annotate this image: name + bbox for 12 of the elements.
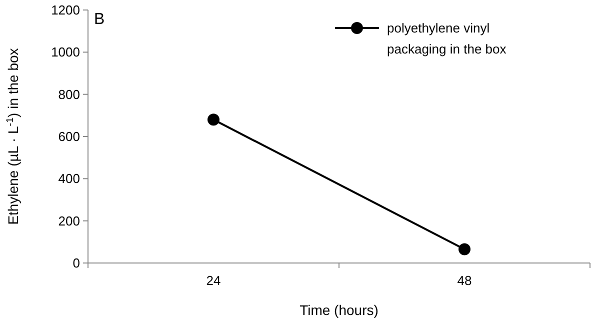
y-tick-label: 1200	[51, 2, 80, 18]
y-tick-label: 1000	[51, 44, 80, 60]
annotation: B	[94, 11, 105, 28]
y-tick-label: 400	[58, 171, 80, 186]
y-tick-label: 200	[58, 213, 80, 228]
x-axis-title: Time (hours)	[300, 302, 378, 318]
y-tick-label: 800	[58, 86, 80, 102]
legend-label: polyethylene vinyl packaging in the box	[387, 20, 507, 56]
x-tick-label: 24	[206, 273, 221, 288]
x-tick-label: 48	[457, 273, 472, 288]
y-tick-label: 0	[72, 256, 80, 271]
y-tick-label: 600	[58, 129, 80, 144]
